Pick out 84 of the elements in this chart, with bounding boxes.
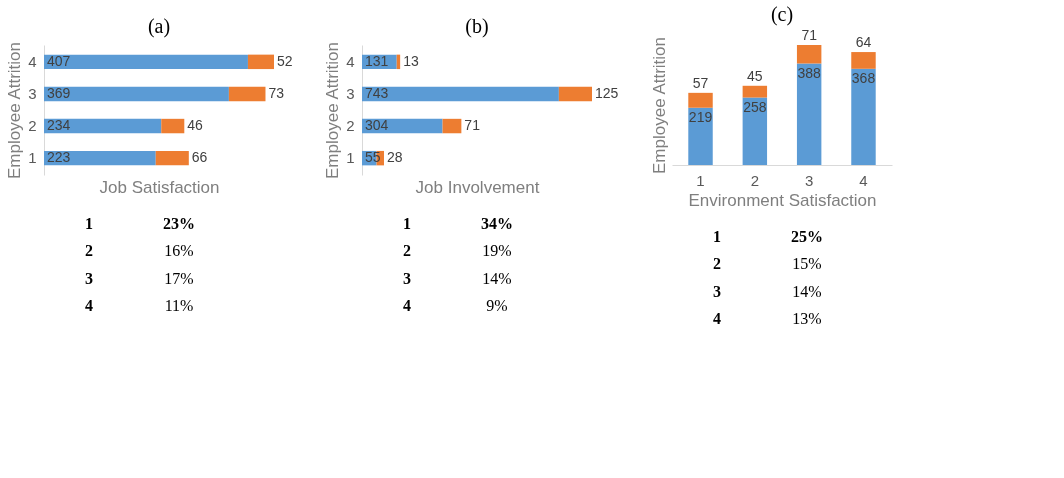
text: 14% — [482, 269, 512, 287]
data-label: 71 — [464, 117, 481, 134]
text: 25% — [791, 227, 823, 245]
text: 13% — [792, 310, 822, 328]
data-label: 64 — [855, 34, 872, 51]
data-label: 743 — [365, 84, 389, 101]
text: 2 — [713, 255, 721, 273]
data-label: 73 — [268, 84, 285, 101]
chart-title: (c) — [770, 3, 794, 26]
text: 4 — [403, 297, 411, 315]
x-tick-label: 4 — [859, 171, 868, 189]
bar — [558, 86, 592, 102]
data-label: 57 — [692, 74, 709, 91]
x-axis-title: Job Involvement — [415, 177, 540, 197]
y-axis-title: Employee Attrition — [5, 41, 25, 180]
y-tick-label: 4 — [346, 52, 355, 70]
y-axis-title: Employee Attrition — [649, 36, 669, 175]
y-tick-label: 1 — [28, 149, 37, 167]
x-axis-title: Environment Satisfaction — [688, 190, 877, 210]
bar — [851, 52, 876, 69]
data-label: 368 — [851, 69, 876, 86]
text: 17% — [164, 269, 194, 287]
data-label: 407 — [47, 52, 71, 69]
text: 1 — [713, 227, 721, 245]
bar — [161, 118, 185, 134]
data-label: 125 — [595, 84, 619, 101]
x-tick-label: 2 — [750, 171, 760, 189]
bar — [362, 86, 559, 102]
text: 16% — [164, 242, 194, 260]
y-tick-label: 2 — [28, 117, 37, 135]
text: 3 — [85, 269, 93, 287]
text: 9% — [486, 297, 508, 315]
text: 34% — [481, 214, 513, 232]
text: 14% — [792, 282, 822, 300]
x-tick-label: 1 — [696, 171, 705, 189]
bar — [247, 54, 274, 70]
data-label: 223 — [47, 149, 71, 166]
text: 19% — [482, 242, 512, 260]
data-label: 66 — [191, 149, 208, 166]
data-label: 45 — [747, 67, 763, 84]
data-label: 388 — [797, 64, 822, 81]
text: 1 — [85, 214, 93, 232]
y-tick-label: 2 — [346, 117, 355, 135]
text: 2 — [85, 242, 93, 260]
data-label: 304 — [365, 117, 389, 134]
text: 23% — [163, 214, 195, 232]
bar — [442, 118, 462, 134]
text: 2 — [403, 242, 411, 260]
y-axis-title: Employee Attrition — [323, 41, 343, 180]
bar — [155, 150, 189, 166]
chart-title: (b) — [465, 15, 489, 39]
data-label: 13 — [403, 52, 419, 69]
bar — [742, 85, 768, 98]
y-tick-label: 3 — [346, 84, 355, 102]
text: 3 — [403, 269, 411, 287]
x-tick-label: 3 — [804, 171, 814, 189]
x-axis-title: Job Satisfaction — [99, 177, 220, 197]
data-label: 258 — [743, 98, 767, 115]
bar — [44, 54, 248, 70]
text: 11% — [164, 297, 194, 315]
data-label: 234 — [47, 117, 71, 134]
data-label: 369 — [47, 84, 71, 101]
y-tick-label: 3 — [28, 84, 37, 102]
data-label: 131 — [365, 52, 389, 69]
bar — [851, 68, 876, 165]
bar — [796, 63, 822, 165]
text: 4 — [713, 310, 721, 328]
text: 4 — [85, 297, 93, 315]
data-label: 219 — [688, 108, 713, 125]
text: 15% — [792, 255, 822, 273]
chart-title: (a) — [147, 15, 171, 39]
bar — [44, 86, 229, 102]
data-label: 46 — [187, 117, 204, 134]
text: 1 — [403, 214, 411, 232]
bar — [796, 45, 822, 64]
data-label: 71 — [801, 27, 818, 43]
y-tick-label: 4 — [28, 52, 37, 70]
y-tick-label: 1 — [346, 149, 355, 167]
bar — [688, 107, 713, 165]
text: 3 — [713, 282, 721, 300]
data-label: 52 — [277, 52, 293, 69]
bar — [688, 92, 713, 108]
data-label: 28 — [386, 149, 403, 166]
bar — [228, 86, 266, 102]
